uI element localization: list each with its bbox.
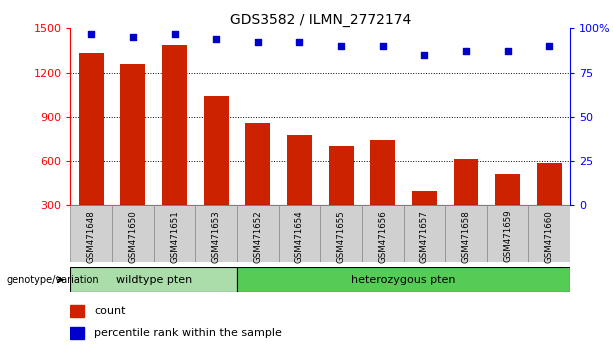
Bar <box>495 175 520 205</box>
Text: GSM471650: GSM471650 <box>129 210 137 263</box>
FancyBboxPatch shape <box>487 205 528 262</box>
FancyBboxPatch shape <box>403 205 445 262</box>
Bar <box>245 124 270 205</box>
Text: GSM471652: GSM471652 <box>253 210 262 263</box>
Text: GSM471656: GSM471656 <box>378 210 387 263</box>
FancyBboxPatch shape <box>196 205 237 262</box>
FancyBboxPatch shape <box>445 205 487 262</box>
Text: GSM471657: GSM471657 <box>420 210 429 263</box>
Bar <box>287 135 312 205</box>
Point <box>295 40 305 45</box>
FancyBboxPatch shape <box>70 205 112 262</box>
Point <box>461 48 471 54</box>
Point <box>253 40 263 45</box>
FancyBboxPatch shape <box>321 205 362 262</box>
FancyBboxPatch shape <box>237 205 279 262</box>
Point <box>378 43 387 49</box>
Point <box>544 43 554 49</box>
Text: count: count <box>94 306 126 316</box>
Point <box>419 52 429 58</box>
Point <box>211 36 221 42</box>
Bar <box>120 64 145 205</box>
Text: GSM471658: GSM471658 <box>462 210 471 263</box>
FancyBboxPatch shape <box>154 205 196 262</box>
Bar <box>70 305 84 317</box>
FancyBboxPatch shape <box>237 267 570 292</box>
Text: GSM471653: GSM471653 <box>211 210 221 263</box>
Bar <box>204 96 229 205</box>
Text: GSM471648: GSM471648 <box>87 210 96 263</box>
Point <box>170 31 180 36</box>
Point <box>336 43 346 49</box>
Bar <box>70 327 84 339</box>
Text: GSM471660: GSM471660 <box>545 210 554 263</box>
Bar <box>454 159 479 205</box>
FancyBboxPatch shape <box>528 205 570 262</box>
Bar <box>329 146 354 205</box>
Text: genotype/variation: genotype/variation <box>6 275 99 285</box>
Point <box>128 34 138 40</box>
Text: GSM471659: GSM471659 <box>503 210 512 262</box>
FancyBboxPatch shape <box>112 205 154 262</box>
Text: GSM471655: GSM471655 <box>337 210 346 263</box>
Title: GDS3582 / ILMN_2772174: GDS3582 / ILMN_2772174 <box>230 13 411 27</box>
Text: percentile rank within the sample: percentile rank within the sample <box>94 328 283 338</box>
Bar <box>537 162 562 205</box>
Text: GSM471654: GSM471654 <box>295 210 304 263</box>
FancyBboxPatch shape <box>362 205 403 262</box>
Bar <box>370 141 395 205</box>
Text: GSM471651: GSM471651 <box>170 210 179 263</box>
FancyBboxPatch shape <box>70 267 237 292</box>
Text: wildtype pten: wildtype pten <box>116 275 192 285</box>
Text: heterozygous pten: heterozygous pten <box>351 275 456 285</box>
Bar <box>412 190 437 205</box>
FancyBboxPatch shape <box>279 205 321 262</box>
Bar <box>162 45 187 205</box>
Point <box>86 31 96 36</box>
Point <box>503 48 512 54</box>
Bar <box>79 53 104 205</box>
